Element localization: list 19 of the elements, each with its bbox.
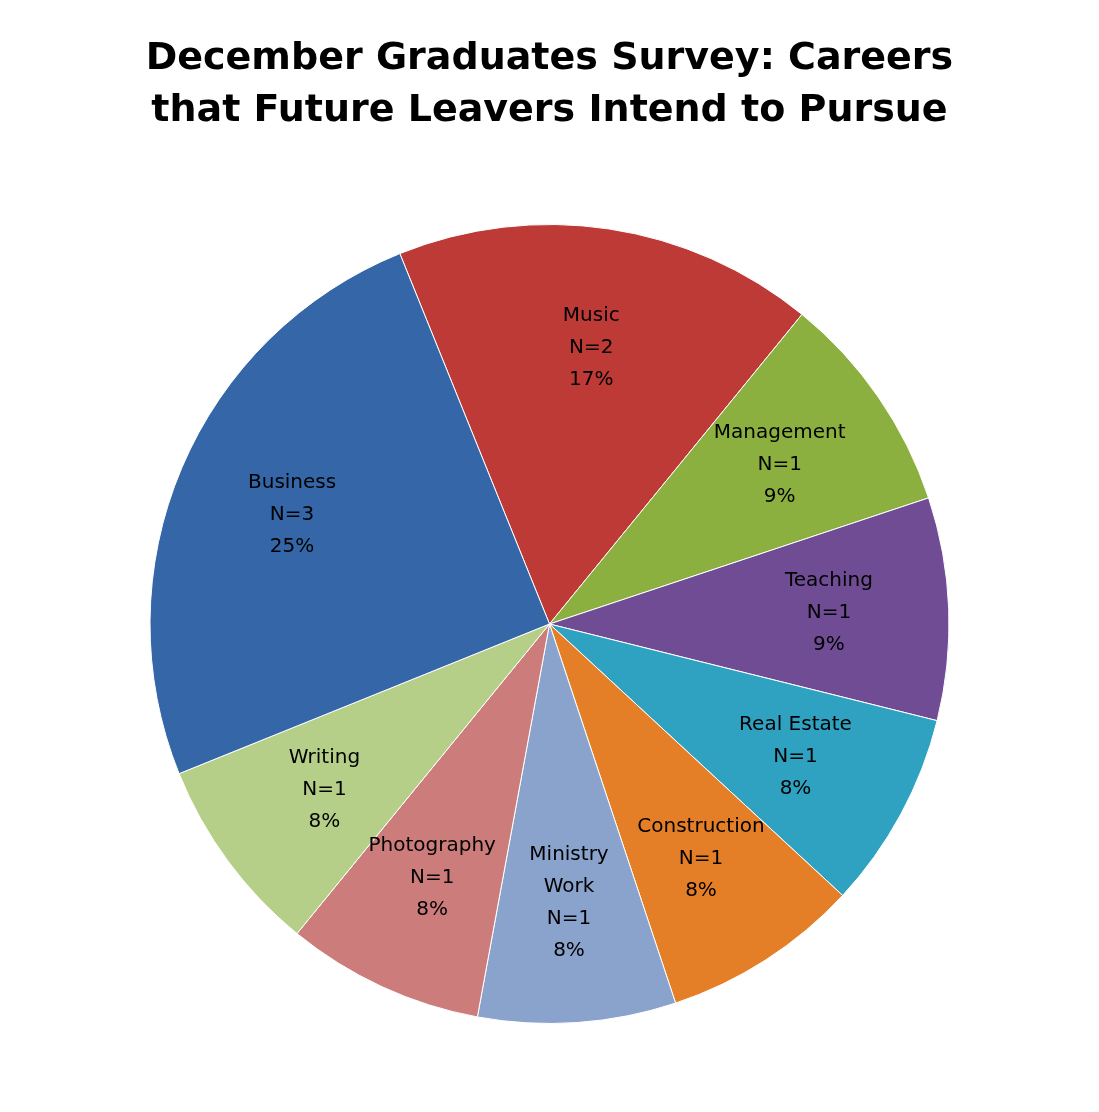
data-label: N=1 9% (757, 451, 802, 508)
chart-title: December Graduates Survey: Careers that Future Leavers Intend to Pursue (144, 33, 955, 132)
data-label: N=1 8% (546, 905, 592, 962)
data-label: N=1 8% (773, 743, 818, 800)
slice-label: Business (247, 468, 337, 493)
data-label: N=1 8% (678, 845, 724, 902)
data-label: N=3 25% (269, 500, 315, 557)
data-label: N=1 8% (302, 776, 347, 833)
data-label: N=2 17% (569, 333, 614, 390)
slice-label: Ministry Work (529, 841, 609, 898)
slice-label: Writing (288, 744, 361, 769)
slice-label: Management (713, 419, 846, 444)
data-label: N=1 8% (409, 864, 455, 921)
slice-label: Music (562, 301, 620, 326)
slice-label: Real Estate (739, 711, 852, 736)
slice-label: Construction (637, 813, 765, 838)
slice-label: Photography (368, 832, 497, 857)
slice-label: Teaching (783, 567, 873, 592)
data-label: N=1 9% (806, 599, 852, 656)
